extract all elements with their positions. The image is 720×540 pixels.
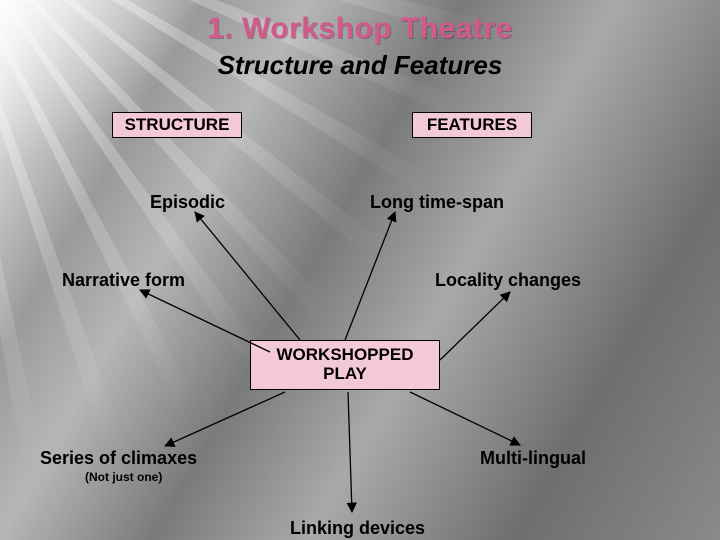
node-episodic: Episodic <box>150 192 225 213</box>
arrow <box>348 392 352 512</box>
arrow <box>410 392 520 445</box>
center-box-line1: WORKSHOPPED <box>277 346 414 365</box>
center-box-line2: PLAY <box>323 365 367 384</box>
node-climaxes-subtext: (Not just one) <box>85 470 162 484</box>
slide-stage: 1. Workshop Theatre Structure and Featur… <box>0 0 720 540</box>
arrow <box>165 392 285 446</box>
title-line-2: Structure and Features <box>0 50 720 81</box>
arrow <box>195 212 300 340</box>
arrow <box>345 212 395 340</box>
node-narrative-form: Narrative form <box>62 270 185 291</box>
header-box-structure: STRUCTURE <box>112 112 242 138</box>
node-linking-devices: Linking devices <box>290 518 425 539</box>
node-long-time-span: Long time-span <box>370 192 504 213</box>
node-series-of-climaxes: Series of climaxes <box>40 448 197 469</box>
node-multi-lingual: Multi-lingual <box>480 448 586 469</box>
node-locality-changes: Locality changes <box>435 270 581 291</box>
header-box-features: FEATURES <box>412 112 532 138</box>
arrow <box>440 292 510 360</box>
center-box-workshopped-play: WORKSHOPPEDPLAY <box>250 340 440 390</box>
title-line-1: 1. Workshop Theatre <box>0 12 720 46</box>
